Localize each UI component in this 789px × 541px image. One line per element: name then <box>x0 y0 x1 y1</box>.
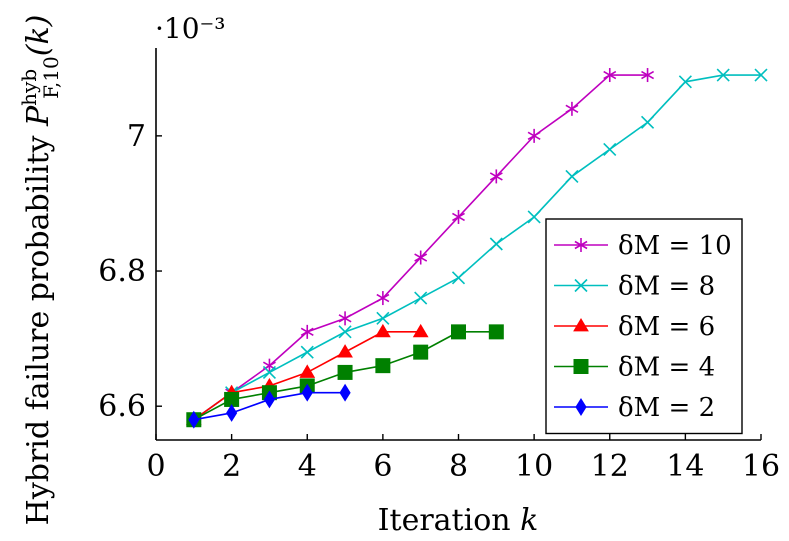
legend: δM = 10 δM = 8 δM = 6 δM = 4 δM = 2 <box>545 218 743 435</box>
series-4 <box>188 383 351 429</box>
legend-swatch-marker <box>574 278 588 293</box>
data-point <box>299 364 316 378</box>
legend-label: δM = 10 <box>618 231 732 261</box>
data-point <box>300 324 314 339</box>
data-point <box>339 383 351 402</box>
data-point <box>527 210 541 224</box>
data-point <box>489 237 503 251</box>
data-point <box>678 75 692 89</box>
data-point <box>527 128 541 143</box>
data-point <box>226 404 238 422</box>
data-point <box>488 324 504 340</box>
series-0 <box>187 68 655 427</box>
data-point <box>263 390 276 409</box>
y-tick-label: 6.8 <box>98 254 146 289</box>
x-tick-label: 14 <box>666 449 704 484</box>
x-axis-title: Iteration k <box>378 503 539 538</box>
data-point <box>376 291 390 306</box>
data-point <box>301 383 313 402</box>
y-tick-label: 7 <box>127 119 146 154</box>
series-line <box>193 74 761 421</box>
data-point <box>640 115 655 129</box>
legend-swatch-marker <box>574 238 588 252</box>
data-point <box>188 410 200 429</box>
x-tick-label: 4 <box>298 449 317 484</box>
y-axis-title: Hybrid failure probability PhybF,10(k) <box>17 15 63 526</box>
legend-swatch-marker <box>573 359 589 374</box>
data-point <box>412 323 429 338</box>
y-axis-multiplier: ·10⁻³ <box>155 12 226 45</box>
data-point <box>337 344 353 358</box>
legend-item: δM = 10 <box>554 231 732 261</box>
legend-swatch-marker <box>573 318 589 332</box>
data-point <box>338 311 352 326</box>
data-point <box>603 68 617 83</box>
series-1 <box>187 68 768 427</box>
series-layer <box>185 68 768 429</box>
data-point <box>489 169 503 184</box>
x-tick-label: 12 <box>591 449 629 484</box>
data-point <box>413 344 429 360</box>
data-point <box>451 324 466 340</box>
legend-item: δM = 6 <box>554 312 715 342</box>
data-point <box>603 142 617 156</box>
series-2 <box>185 323 429 426</box>
data-point <box>376 311 390 325</box>
legend-item: δM = 2 <box>554 393 715 423</box>
data-point <box>754 68 768 82</box>
data-point <box>262 365 277 379</box>
legend-label: δM = 8 <box>618 272 715 302</box>
x-tick-label: 16 <box>742 449 780 484</box>
y-tick-label: 6.6 <box>98 389 146 424</box>
data-point <box>716 68 730 82</box>
legend-swatch-marker <box>575 398 587 416</box>
x-tick-label: 8 <box>449 449 468 484</box>
x-tick-label: 2 <box>222 449 241 484</box>
legend-label: δM = 6 <box>618 312 715 342</box>
x-tick-label: 10 <box>515 449 553 484</box>
data-point <box>338 325 352 339</box>
data-point <box>375 358 391 374</box>
data-point <box>337 364 353 380</box>
data-point <box>641 68 655 83</box>
data-point <box>565 169 579 183</box>
legend-item: δM = 4 <box>554 353 715 383</box>
data-point <box>300 345 314 359</box>
axes-layer: 0 2 4 6 8 10 12 14 16 6.6 6.8 7 <box>98 48 780 484</box>
legend-label: δM = 4 <box>618 353 715 383</box>
data-point <box>375 323 391 338</box>
x-tick-label: 0 <box>146 449 165 484</box>
data-point <box>414 291 428 305</box>
data-point <box>565 101 579 116</box>
legend-label: δM = 2 <box>618 393 715 423</box>
x-tick-label: 6 <box>373 449 392 484</box>
data-point <box>451 271 466 285</box>
data-point <box>414 250 428 265</box>
legend-item: δM = 8 <box>554 272 715 302</box>
data-point <box>452 209 465 224</box>
